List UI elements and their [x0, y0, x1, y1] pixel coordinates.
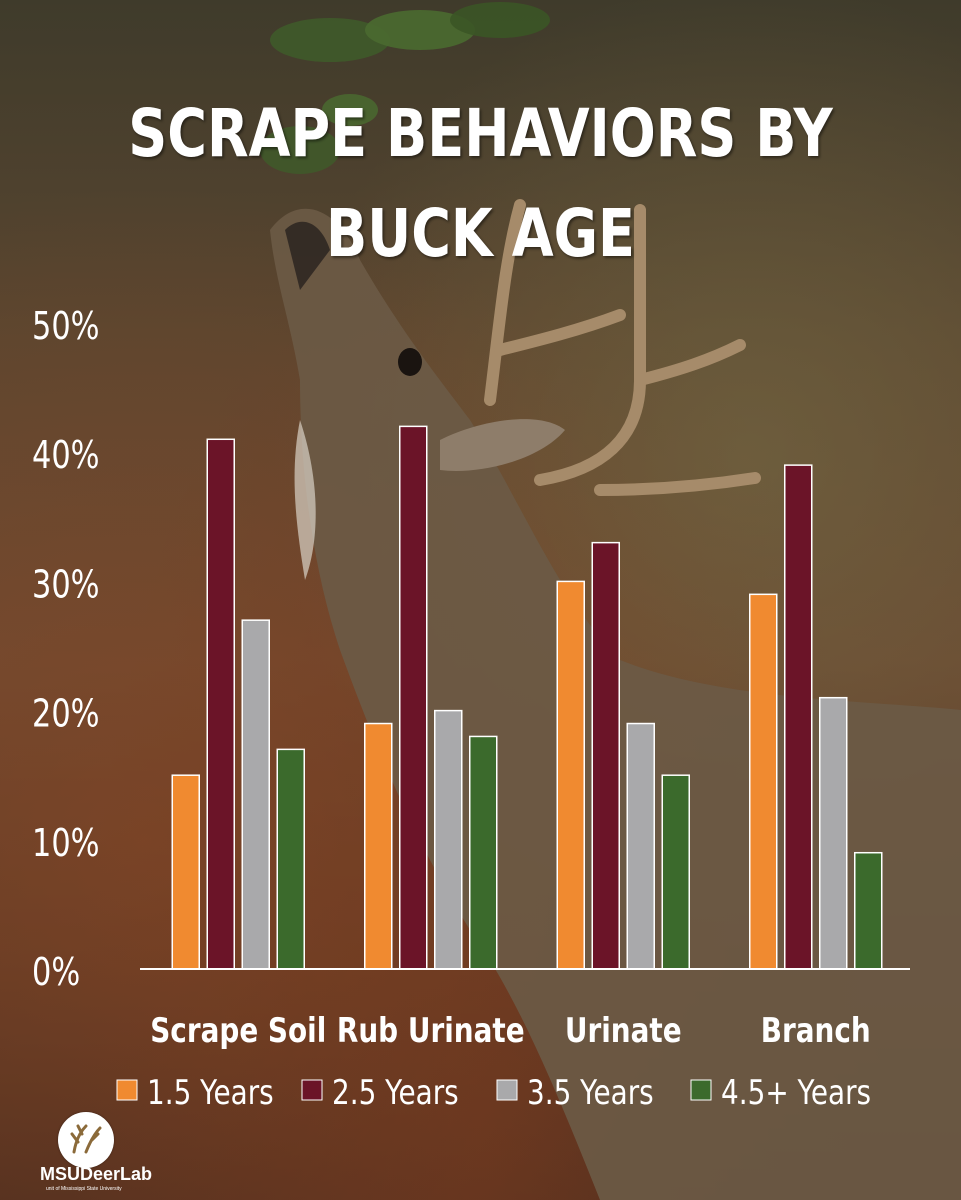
- y-axis-ticks: 0% 10% 20% 30% 40% 50%: [32, 305, 100, 995]
- bar: [399, 425, 428, 970]
- y-tick-label: 20%: [32, 692, 100, 736]
- bars-group: [171, 425, 883, 970]
- logo-subtitle: unit of Mississippi State University: [46, 1186, 122, 1192]
- bar: [434, 709, 463, 970]
- legend-label: 2.5 Years: [332, 1073, 459, 1112]
- x-tick-label: Urinate: [565, 1011, 682, 1050]
- y-tick-label: 40%: [32, 434, 100, 478]
- legend-swatch: [690, 1079, 712, 1101]
- legend-swatch: [301, 1079, 323, 1101]
- bar: [749, 593, 778, 970]
- bar: [241, 619, 270, 970]
- bar: [819, 696, 848, 970]
- bar: [626, 722, 655, 970]
- legend-swatch: [116, 1079, 138, 1101]
- y-tick-label: 30%: [32, 563, 100, 607]
- legend-label: 3.5 Years: [527, 1073, 654, 1112]
- bar: [364, 722, 393, 970]
- chart-title-line-1: SCRAPE BEHAVIORS BY: [128, 95, 833, 172]
- bar: [276, 748, 305, 970]
- bar: [591, 541, 620, 970]
- y-tick-label: 10%: [32, 822, 100, 866]
- x-tick-label: Branch: [761, 1011, 871, 1050]
- bar: [854, 851, 883, 970]
- legend-label: 4.5+ Years: [721, 1073, 871, 1112]
- bar: [206, 438, 235, 970]
- bar: [171, 774, 200, 970]
- legend-label: 1.5 Years: [147, 1073, 274, 1112]
- chart-title-line-2: BUCK AGE: [326, 195, 635, 272]
- bar: [784, 464, 813, 970]
- bar: [556, 580, 585, 970]
- x-tick-label: Rub Urinate: [337, 1011, 525, 1050]
- leaves-illustration: [260, 2, 550, 174]
- legend: 1.5 Years 2.5 Years 3.5 Years 4.5+ Years: [116, 1073, 871, 1113]
- legend-swatch: [496, 1079, 518, 1101]
- x-tick-label: Scrape Soil: [150, 1011, 326, 1050]
- msu-deer-lab-logo: MSUDeerLab unit of Mississippi State Uni…: [40, 1112, 190, 1192]
- x-axis-category-labels: Scrape Soil Rub Urinate Urinate Branch: [150, 1011, 871, 1050]
- bar: [469, 735, 498, 970]
- y-tick-label: 50%: [32, 305, 100, 349]
- bar: [661, 774, 690, 970]
- logo-name: MSUDeerLab: [40, 1164, 153, 1184]
- y-tick-label: 0%: [32, 951, 80, 995]
- antler-icon: [70, 1124, 102, 1154]
- deer-antler-logo-icon: [58, 1112, 114, 1168]
